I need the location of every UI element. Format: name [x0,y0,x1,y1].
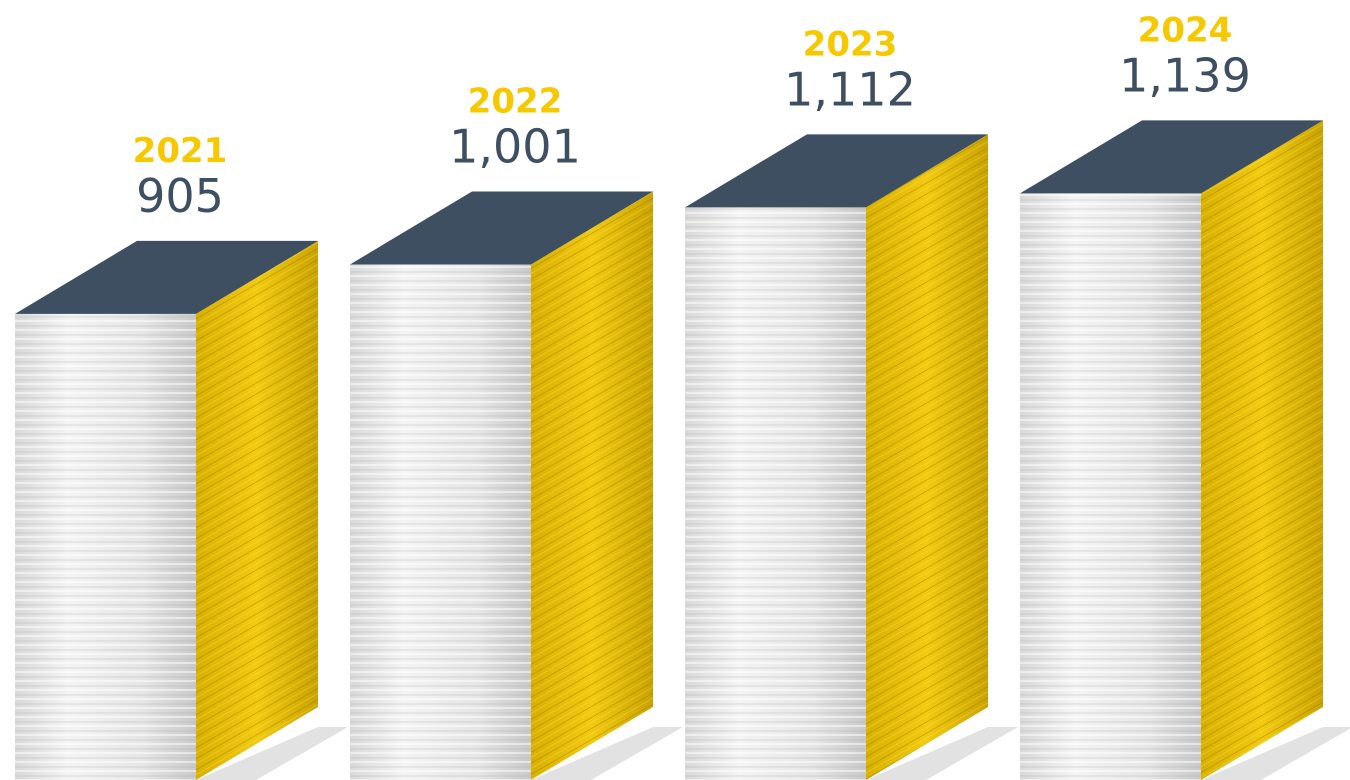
stack-side-lines [531,191,653,780]
value-label: 1,139 [1119,48,1251,102]
stack-top [685,134,988,208]
stack-top [350,191,653,265]
value-label: 1,001 [449,119,581,173]
stack-side-lines [866,134,988,780]
year-label: 2022 [468,81,563,121]
stack-top [15,240,318,314]
shadow [866,727,1018,780]
stack-side-lines [196,240,318,780]
stack-side-lines [1201,120,1323,780]
stack-sheets [15,313,196,780]
shadow [531,727,683,780]
shadow [196,727,348,780]
year-label: 2021 [133,131,228,171]
stack-top [1020,120,1323,194]
stack-sheets [685,207,866,780]
shadow [1201,727,1350,780]
stack-sheets [1020,193,1201,780]
year-label: 2024 [1138,10,1233,50]
value-label: 1,112 [784,62,916,116]
year-label: 2023 [803,24,898,64]
value-label: 905 [136,169,224,223]
stack-sheets [350,264,531,780]
